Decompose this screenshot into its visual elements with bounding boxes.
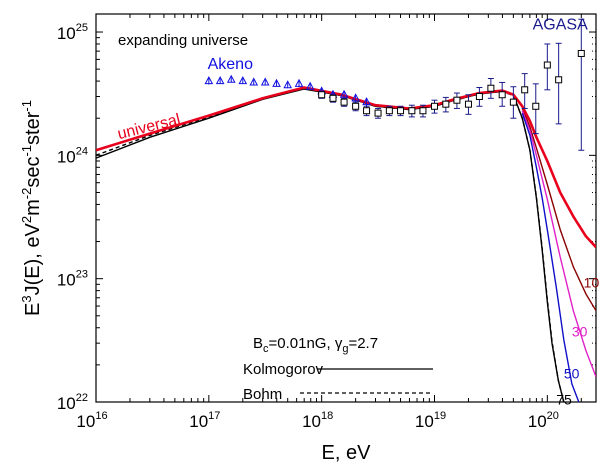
tick-labels: 1016 1017 1018 1019 1020 1022 1023 1024 1025 — [57, 22, 559, 431]
legend-kolmogorov-label: Kolmogorov — [243, 361, 324, 378]
akeno-point — [362, 97, 371, 106]
agasa-point — [577, 49, 585, 57]
agasa-point — [487, 84, 495, 92]
akeno-point — [226, 74, 236, 83]
agasa-point — [521, 86, 529, 94]
agasa-point — [385, 107, 393, 115]
akeno-point — [283, 80, 293, 89]
y-tick-label: 1022 — [57, 392, 88, 413]
agasa-point — [532, 102, 540, 110]
x-tick-label: 1019 — [415, 410, 446, 431]
akeno-point — [339, 89, 349, 98]
agasa-point — [397, 107, 405, 115]
agasa-point — [430, 102, 438, 110]
curve-50 — [521, 112, 580, 402]
data-points: Akeno AGASA — [204, 16, 588, 151]
akeno-point — [215, 76, 225, 85]
agasa-point — [464, 100, 472, 108]
x-tick-label: 1020 — [528, 410, 559, 431]
agasa-point — [408, 107, 416, 115]
dataset-label-agasa: AGASA — [533, 16, 588, 33]
y-tick-label: 1023 — [57, 269, 88, 290]
agasa-point — [419, 107, 427, 115]
akeno-point — [260, 77, 270, 86]
curve-30 — [521, 110, 596, 378]
agasa-point — [318, 91, 326, 99]
agasa-point — [498, 91, 506, 99]
curve-label-30: 30 — [572, 323, 588, 339]
akeno-point — [238, 76, 248, 85]
dataset-label-akeno: Akeno — [208, 56, 253, 73]
x-tick-label: 1016 — [76, 410, 107, 431]
agasa-point — [340, 98, 348, 106]
y-tick-label: 1024 — [57, 145, 88, 166]
akeno-point — [272, 78, 281, 87]
akeno-point — [294, 78, 304, 87]
agasa-point — [453, 96, 461, 104]
agasa-point — [352, 102, 360, 110]
plot-area — [95, 13, 597, 403]
axis-ticks — [95, 14, 596, 403]
agasa-point — [475, 93, 483, 101]
x-tick-label: 1018 — [302, 410, 333, 431]
akeno-point — [249, 77, 259, 86]
x-axis-title: E, eV — [322, 442, 372, 464]
akeno-point — [351, 93, 360, 102]
x-tick-label: 1017 — [189, 410, 220, 431]
agasa-point — [509, 98, 517, 106]
akeno-point — [204, 76, 214, 85]
curve-10 — [521, 108, 596, 312]
annotation-top: expanding universe — [118, 32, 248, 49]
legend-bohm-label: Bohm — [243, 386, 282, 403]
akeno-point — [305, 81, 315, 90]
curve-label-50: 50 — [564, 366, 580, 382]
agasa-point — [442, 100, 450, 108]
y-axis-title: E3J(E), eV2m-2sec-1ster-1 — [19, 100, 44, 316]
params-label: Bc=0.01nG, γg=2.7 — [253, 335, 378, 355]
curve-label-75: 75 — [556, 392, 572, 408]
agasa-point — [329, 94, 337, 102]
y-tick-label: 1025 — [57, 22, 88, 43]
agasa-point — [555, 76, 563, 84]
curve-label-10: 10 — [584, 274, 600, 290]
agasa-point — [543, 61, 551, 69]
agasa-point — [374, 109, 382, 117]
agasa-point — [363, 107, 371, 115]
